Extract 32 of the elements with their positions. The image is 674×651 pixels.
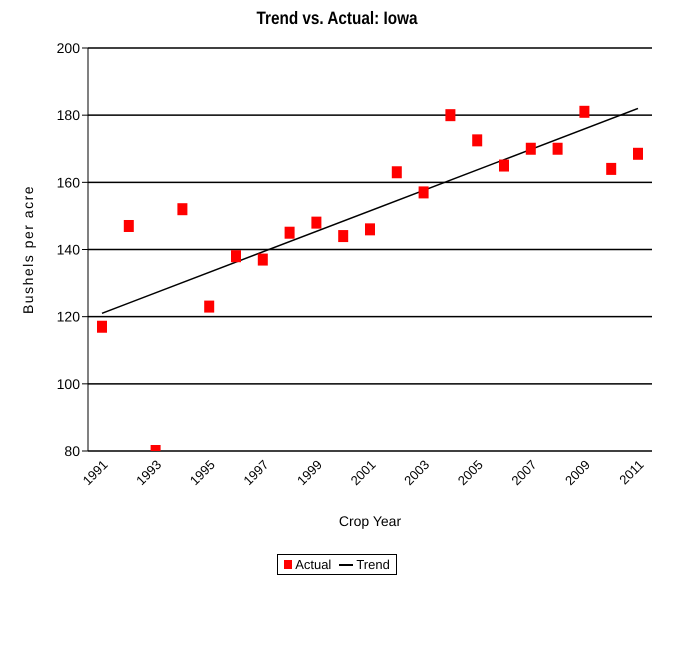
legend-label: Trend <box>356 557 390 572</box>
point <box>231 250 241 262</box>
point <box>445 109 456 122</box>
point <box>552 142 563 155</box>
point <box>579 106 590 118</box>
x-axis-title: Crop Year <box>338 513 402 529</box>
point <box>365 223 375 236</box>
legend-label: Actual <box>295 557 332 572</box>
point <box>526 142 536 155</box>
chart-title: Trend vs. Actual: Iowa <box>256 8 419 30</box>
point <box>392 166 402 178</box>
y-tick-label: 180 <box>56 107 80 124</box>
point <box>311 216 322 229</box>
point <box>258 254 268 266</box>
point <box>177 203 188 216</box>
point <box>124 220 134 232</box>
point <box>606 162 616 175</box>
y-tick-label: 160 <box>56 174 80 190</box>
point <box>633 148 643 160</box>
point <box>97 320 107 333</box>
point <box>472 134 482 146</box>
y-tick-label: 200 <box>56 40 80 56</box>
y-tick-label: 140 <box>56 241 80 258</box>
point <box>284 226 295 239</box>
y-tick-label: 100 <box>56 376 80 392</box>
point <box>204 300 214 313</box>
y-tick-label: 80 <box>64 442 80 459</box>
point <box>418 186 429 198</box>
y-axis-title: Bushels per acre <box>20 184 36 314</box>
point <box>338 230 348 242</box>
y-tick-label: 120 <box>56 308 80 325</box>
point <box>499 160 509 172</box>
